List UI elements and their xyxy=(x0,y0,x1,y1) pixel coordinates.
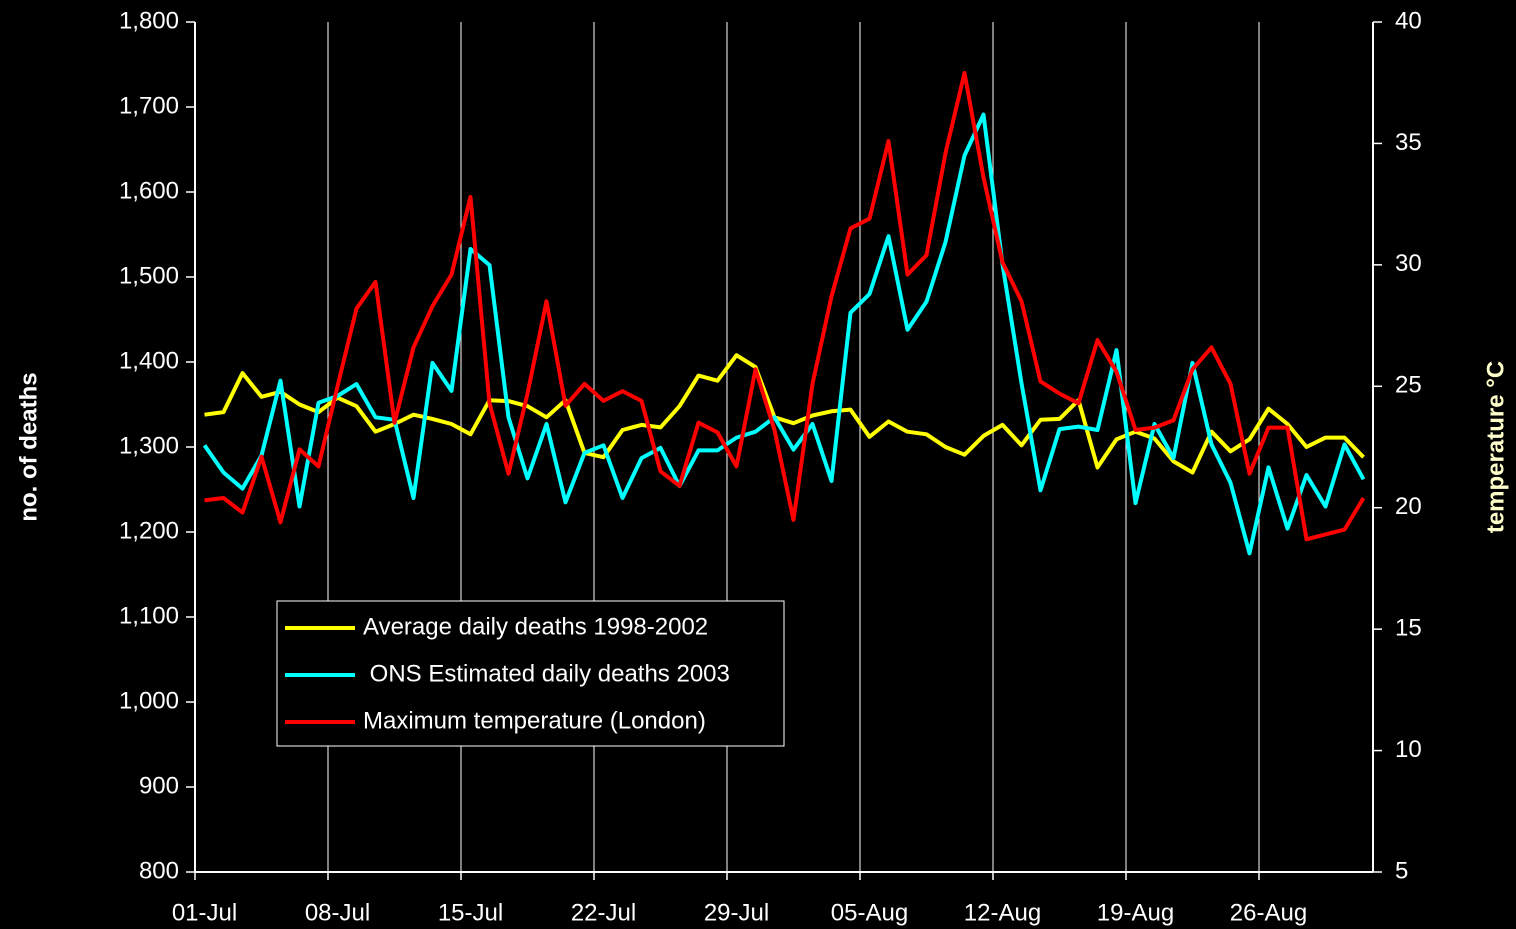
legend-label: ONS Estimated daily deaths 2003 xyxy=(363,660,730,687)
y-tick-label: 1,700 xyxy=(119,92,179,119)
x-tick-label: 05-Aug xyxy=(831,899,908,926)
x-tick-label: 08-Jul xyxy=(305,899,370,926)
series-line xyxy=(204,353,1365,475)
y-tick-label: 1,200 xyxy=(119,517,179,544)
series-line xyxy=(202,112,1366,556)
legend-label: Average daily deaths 1998-2002 xyxy=(363,613,708,640)
y-tick-label: 1,600 xyxy=(119,177,179,204)
x-tick-label: 29-Jul xyxy=(704,899,769,926)
y2-axis-label: temperature °C xyxy=(1482,361,1509,533)
y2-tick-label: 40 xyxy=(1395,7,1422,34)
y-tick-label: 1,000 xyxy=(119,687,179,714)
x-tick-label: 01-Jul xyxy=(172,899,237,926)
y2-tick-label: 35 xyxy=(1395,129,1422,156)
x-tick-label: 19-Aug xyxy=(1097,899,1174,926)
x-tick-label: 26-Aug xyxy=(1230,899,1307,926)
legend-box xyxy=(276,600,785,747)
y2-tick-label: 10 xyxy=(1395,736,1422,763)
legend-label: Maximum temperature (London) xyxy=(363,707,706,734)
y-tick-label: 1,800 xyxy=(119,7,179,34)
y-tick-label: 1,500 xyxy=(119,262,179,289)
x-tick-label: 12-Aug xyxy=(964,899,1041,926)
y2-tick-label: 30 xyxy=(1395,250,1422,277)
y-tick-label: 900 xyxy=(139,772,179,799)
y-tick-label: 800 xyxy=(139,857,179,884)
x-tick-label: 15-Jul xyxy=(438,899,503,926)
y-axis-label: no. of deaths xyxy=(15,372,42,521)
y2-tick-label: 15 xyxy=(1395,614,1422,641)
y-tick-label: 1,400 xyxy=(119,347,179,374)
x-tick-label: 22-Jul xyxy=(571,899,636,926)
y-tick-label: 1,300 xyxy=(119,432,179,459)
series-line xyxy=(204,71,1366,542)
y2-tick-label: 25 xyxy=(1395,372,1422,399)
y2-tick-label: 5 xyxy=(1395,857,1408,884)
y2-tick-label: 20 xyxy=(1395,493,1422,520)
y-tick-label: 1,100 xyxy=(119,602,179,629)
